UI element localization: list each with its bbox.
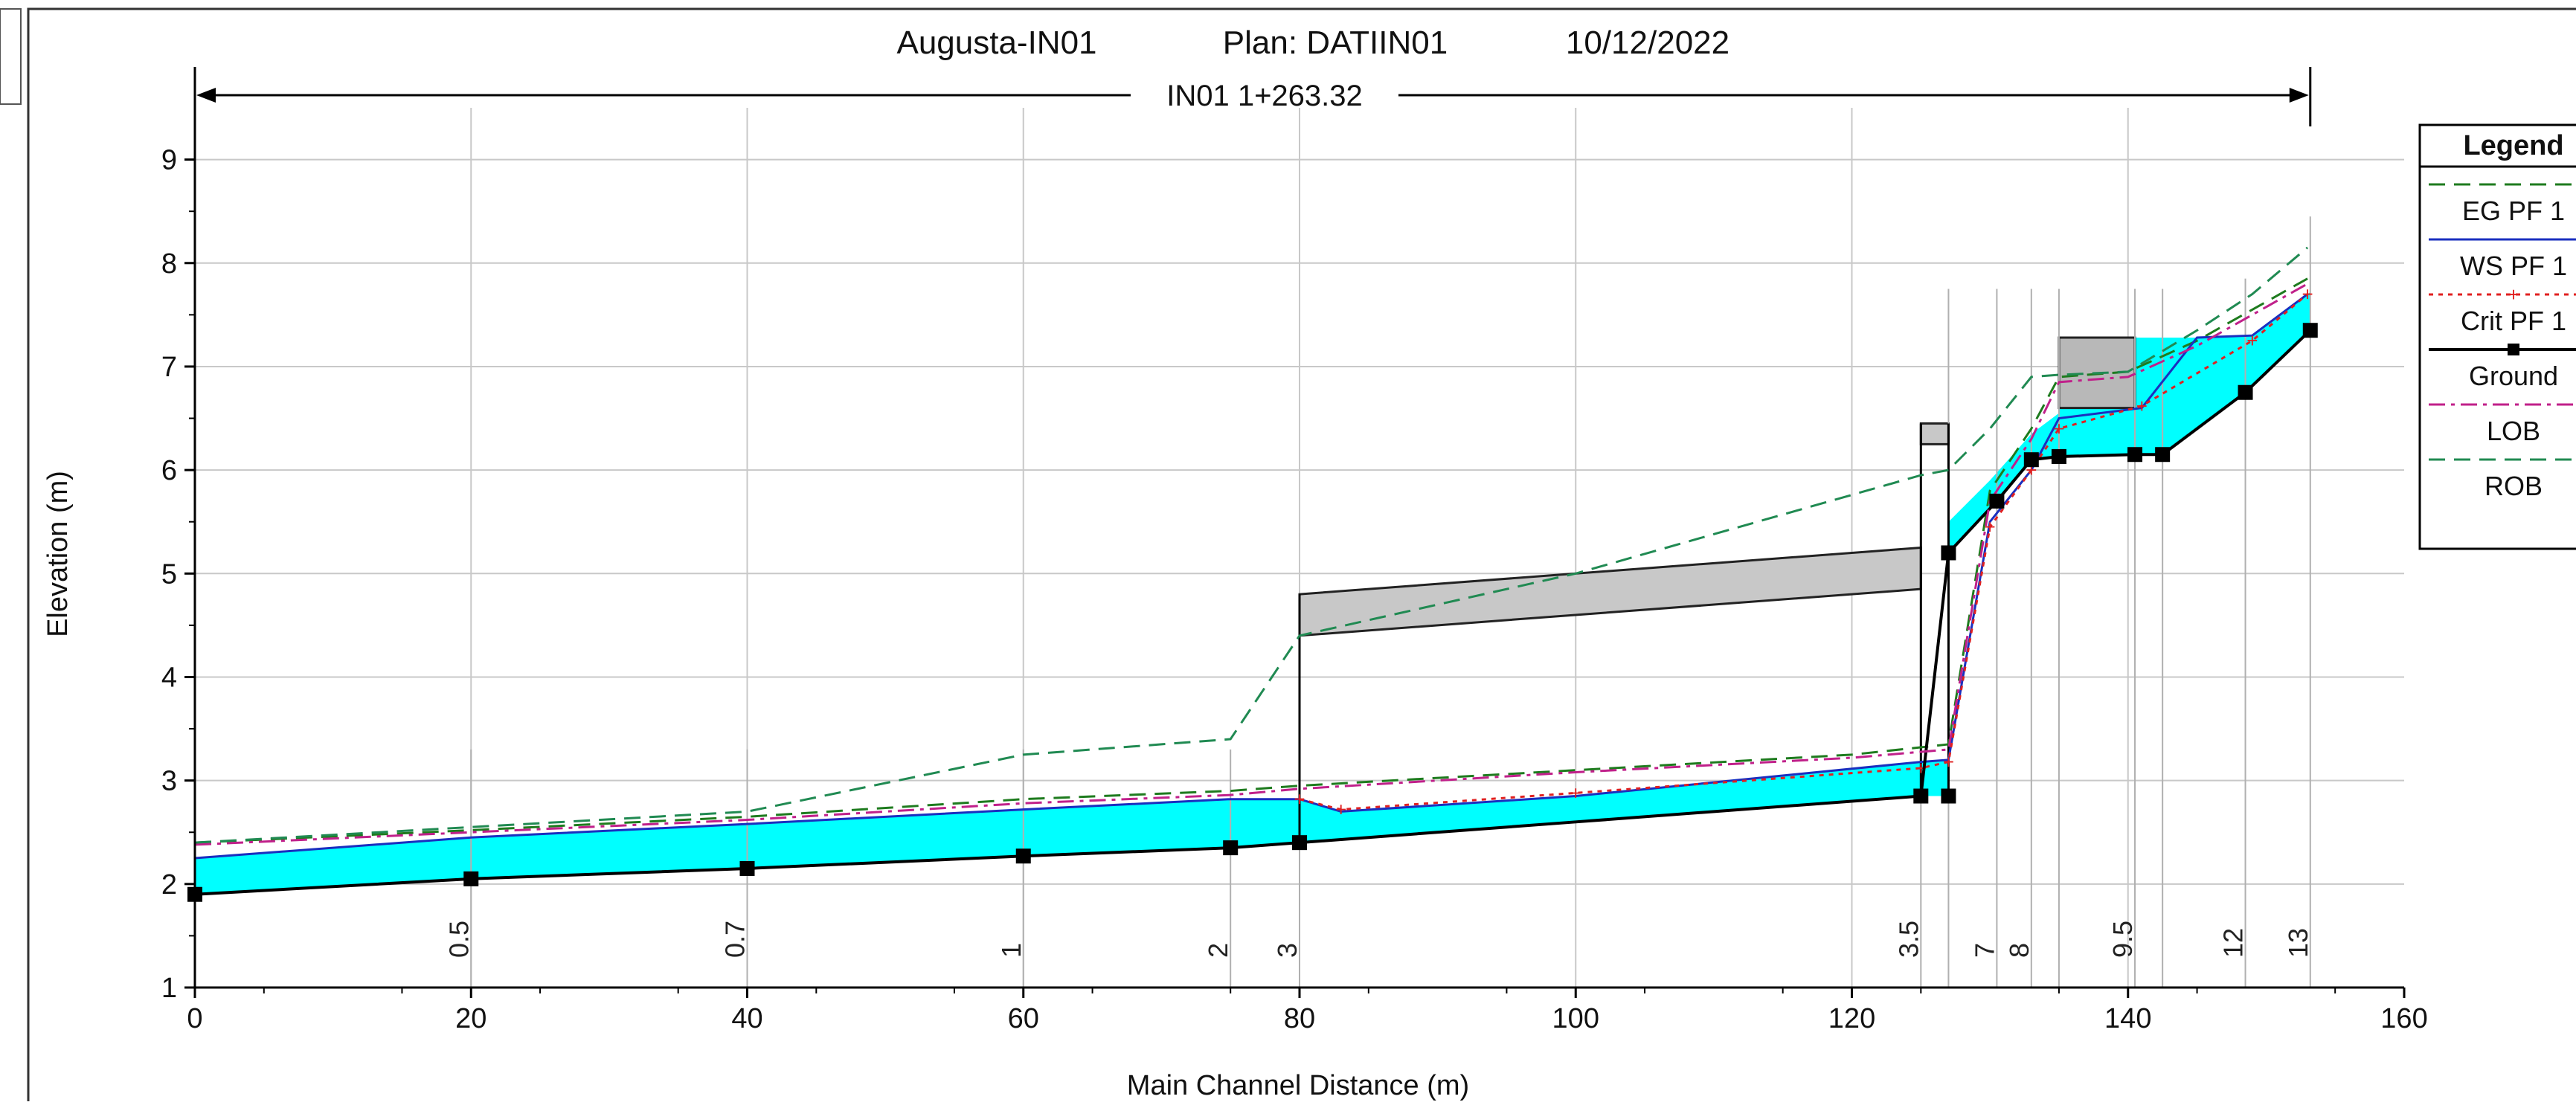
- side-tab[interactable]: [0, 8, 22, 105]
- crit-marker: +: [2136, 395, 2148, 417]
- y-tick-label: 6: [161, 455, 177, 486]
- ground-marker: [463, 871, 479, 886]
- ground-marker: [1941, 788, 1956, 804]
- legend-label: ROB: [2485, 471, 2543, 501]
- legend-label: WS PF 1: [2460, 251, 2567, 281]
- x-axis-label: Main Channel Distance (m): [1127, 1070, 1469, 1101]
- title-plan: Plan: DATIIN01: [1223, 25, 1448, 61]
- series-lines: + +++ +++++++: [194, 246, 2313, 896]
- x-tick-label: 0: [187, 1003, 202, 1034]
- legend-label: Crit PF 1: [2461, 306, 2566, 336]
- series-ws-pf-1: [194, 293, 2308, 860]
- ground-marker: [2051, 449, 2066, 465]
- y-tick-label: 4: [161, 662, 177, 693]
- y-tick-label: 3: [161, 766, 177, 797]
- series-lob: [194, 283, 2308, 846]
- ground-marker: [1989, 493, 2005, 509]
- span-indicator: IN01 1+263.32: [193, 67, 2312, 126]
- y-tick-label: 1: [161, 973, 177, 1004]
- y-tick-label: 2: [161, 869, 177, 901]
- ground-marker: [1292, 835, 1307, 851]
- ground-marker: [1015, 848, 1031, 864]
- station-label: 2: [1203, 943, 1233, 958]
- x-tick-label: 160: [2380, 1003, 2427, 1034]
- x-tick-label: 20: [455, 1003, 486, 1034]
- station-label: 1: [996, 943, 1027, 958]
- x-tick-label: 40: [731, 1003, 762, 1034]
- span-label: IN01 1+263.32: [1166, 80, 1363, 112]
- chart-title: Augusta-IN01 Plan: DATIIN01 10/12/2022: [896, 25, 1729, 61]
- legend-label: EG PF 1: [2462, 196, 2565, 226]
- station-lines: [470, 216, 2311, 988]
- station-label: 3: [1272, 943, 1303, 958]
- ground-marker: [1941, 545, 1956, 561]
- ground-marker: [2023, 452, 2039, 468]
- ground-marker: [2155, 447, 2171, 463]
- legend-crit-marker: +: [2508, 283, 2519, 306]
- ground-marker: [739, 860, 755, 876]
- y-tick-label: 9: [161, 145, 177, 176]
- crit-marker: +: [2053, 417, 2064, 439]
- legend-title: Legend: [2463, 130, 2563, 161]
- ground-marker: [2127, 447, 2143, 463]
- x-tick-label: 140: [2104, 1003, 2151, 1034]
- station-label: 0.7: [720, 921, 751, 958]
- legend-label: LOB: [2487, 416, 2540, 446]
- crit-marker: +: [1943, 751, 1954, 773]
- crit-marker: +: [1294, 788, 1305, 811]
- water-area: [1948, 291, 2310, 553]
- water-area: [195, 759, 1949, 895]
- station-label: 7: [1969, 943, 2000, 958]
- station-label: 12: [2218, 928, 2249, 958]
- series-rob: [194, 246, 2309, 844]
- title-project: Augusta-IN01: [896, 25, 1096, 61]
- station-label: 0.5: [443, 921, 474, 958]
- station-label: 9.5: [2107, 921, 2138, 958]
- y-axis-label: Elevation (m): [42, 471, 74, 637]
- crit-marker: +: [2302, 283, 2313, 306]
- legend-label: Ground: [2469, 361, 2558, 391]
- span-arrow-right: [2289, 88, 2309, 103]
- station-label: 13: [2283, 928, 2313, 958]
- station-labels: 0.5 0.7 1 2 3 3.5 7 8 9.5 12 13: [443, 921, 2313, 958]
- station-label: 8: [2004, 943, 2034, 958]
- ground-marker: [1913, 788, 1929, 804]
- ground-marker: [1223, 840, 1239, 856]
- crit-marker: +: [1570, 782, 1581, 804]
- title-date: 10/12/2022: [1566, 25, 1729, 61]
- legend: Legend EG PF 1 WS PF 1+Crit PF 1 Ground LOB R…: [2418, 123, 2576, 550]
- y-tick-label: 7: [161, 352, 177, 383]
- series-crit-pf-1: [1299, 293, 2309, 811]
- y-tick-label: 5: [161, 558, 177, 590]
- crit-marker: +: [1335, 799, 1346, 821]
- chart-border: [27, 7, 2576, 1105]
- ground-marker: [2238, 384, 2253, 400]
- x-tick-label: 120: [1828, 1003, 1875, 1034]
- ground-markers: [187, 323, 2318, 902]
- series-eg-pf-1: [194, 277, 2308, 844]
- y-tick-label: 8: [161, 248, 177, 280]
- span-arrow-left: [196, 88, 216, 103]
- legend-ground-marker: [2508, 344, 2519, 355]
- x-tick-label: 80: [1284, 1003, 1315, 1034]
- legend-box: [2418, 123, 2576, 550]
- crit-marker: +: [2246, 329, 2258, 352]
- x-tick-label: 60: [1008, 1003, 1039, 1034]
- series-ground: [194, 329, 2312, 896]
- structure-deck2: [1919, 422, 1950, 445]
- x-tick-label: 100: [1552, 1003, 1599, 1034]
- ground-marker: [2302, 323, 2318, 338]
- station-label: 3.5: [1893, 921, 1924, 958]
